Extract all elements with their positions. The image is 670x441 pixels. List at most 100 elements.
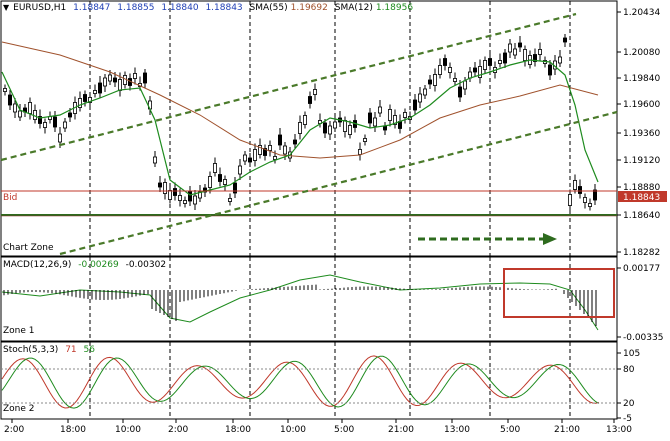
- sma55-value: 1.19692: [290, 3, 328, 13]
- stoch-tick-label: -5: [623, 414, 632, 424]
- candle-body: [487, 58, 492, 66]
- candle-body: [397, 121, 402, 129]
- stoch-tick-label: 20: [623, 399, 635, 409]
- time-tick-label: 13:00: [606, 425, 632, 435]
- candle-body: [292, 139, 297, 145]
- arrow-head-icon: [543, 233, 557, 245]
- candle-body: [232, 182, 237, 194]
- sma55-label: SMA(55): [249, 3, 288, 13]
- zone1-label: Zone 1: [3, 326, 35, 336]
- stoch-tick-label: 105: [623, 349, 640, 359]
- menu-arrow-icon[interactable]: ▼: [3, 3, 10, 12]
- candle-body: [382, 125, 387, 131]
- main-panel-header: ▼ EURUSD,H1 1.18847 1.18855 1.18840 1.188…: [3, 2, 417, 14]
- candle-body: [53, 116, 58, 128]
- candle-body: [27, 102, 32, 114]
- time-axis: 2:00 18:00 10:00 2:00 18:00 10:00 5:00 21:00 13:…: [4, 419, 632, 435]
- candle-body: [182, 200, 187, 204]
- candle-body: [518, 42, 523, 48]
- candle-body: [12, 103, 17, 113]
- candle-body: [172, 188, 177, 196]
- candle-body: [103, 77, 108, 87]
- bid-price-tag: [618, 191, 667, 202]
- candle-body: [507, 43, 512, 53]
- macd-signal-value: -0.00302: [125, 260, 167, 270]
- candle-body: [342, 120, 347, 132]
- candle-body: [282, 145, 287, 155]
- candle-body: [157, 182, 162, 188]
- bid-label: Bid: [3, 193, 18, 203]
- candle-body: [427, 79, 432, 85]
- macd-highlight-box[interactable]: [503, 268, 615, 318]
- candle-body: [3, 88, 8, 92]
- candle-body: [362, 138, 367, 142]
- candle-body: [247, 157, 252, 163]
- candle-body: [497, 60, 502, 64]
- candle-body: [118, 79, 123, 91]
- candle-body: [192, 195, 197, 205]
- ohlc-low: 1.18840: [161, 3, 199, 13]
- main-panel-frame[interactable]: [0, 0, 618, 257]
- ohlc-open: 1.18847: [73, 3, 111, 13]
- candle-body: [422, 88, 427, 96]
- candle-body: [322, 122, 327, 134]
- candle-body: [98, 82, 103, 94]
- candle-body: [482, 60, 487, 70]
- channel-lower-line[interactable]: [59, 110, 618, 256]
- drawing-objects[interactable]: [0, 12, 618, 404]
- price-tick-label: 1.20080: [623, 48, 660, 58]
- macd-panel-frame[interactable]: [0, 256, 618, 342]
- candle-body: [538, 49, 543, 55]
- candle-body: [568, 194, 573, 206]
- time-tick-label: 5:00: [334, 425, 354, 435]
- candle-body: [447, 67, 452, 73]
- candle-body: [272, 156, 277, 160]
- candle-body: [267, 145, 272, 151]
- candle-body: [58, 133, 63, 143]
- candle-body: [437, 65, 442, 75]
- time-tick-label: 10:00: [280, 425, 306, 435]
- ohlc-high: 1.18855: [117, 3, 155, 13]
- candle-body: [573, 180, 578, 190]
- candlesticks[interactable]: [3, 34, 598, 212]
- candle-body: [227, 198, 232, 202]
- chart-zone-label: Chart Zone: [3, 243, 54, 253]
- candle-body: [207, 176, 212, 188]
- candle-body: [297, 122, 302, 134]
- indicator-lines: [1, 41, 600, 409]
- candle-body: [432, 74, 437, 86]
- candle-body: [38, 116, 43, 124]
- price-tick-label: 1.18880: [623, 183, 660, 193]
- candle-body: [187, 190, 192, 202]
- candle-body: [372, 117, 377, 127]
- bid-price-label: 1.18843: [623, 193, 660, 203]
- symbol-label: EURUSD,H1: [13, 3, 67, 13]
- candle-body: [357, 149, 362, 155]
- candle-body: [392, 115, 397, 125]
- candle-body: [93, 90, 98, 94]
- candle-body: [202, 187, 207, 193]
- candle-body: [558, 56, 563, 64]
- candle-body: [162, 182, 167, 194]
- candle-body: [312, 89, 317, 95]
- candle-body: [548, 64, 553, 76]
- macd-tick-label: 0.00177: [623, 264, 660, 274]
- sma55-line: [1, 41, 599, 159]
- candle-body: [377, 106, 382, 114]
- candle-body: [452, 78, 457, 82]
- stoch-panel-frame[interactable]: [0, 341, 618, 420]
- price-tick-label: 1.19360: [623, 129, 660, 139]
- stoch-tick-label: 80: [623, 365, 635, 375]
- price-tick-label: 1.18282: [623, 248, 660, 258]
- ohlc-close: 1.18843: [205, 3, 243, 13]
- time-tick-label: 2:00: [4, 425, 24, 435]
- macd-main-value: -0.00269: [78, 260, 119, 270]
- candle-body: [63, 121, 68, 129]
- time-tick-label: 2:00: [168, 425, 188, 435]
- time-tick-label: 18:00: [225, 425, 251, 435]
- candle-body: [307, 96, 312, 104]
- channel-upper-line[interactable]: [0, 12, 577, 162]
- candle-body: [152, 156, 157, 164]
- time-tick-label: 21:00: [388, 425, 414, 435]
